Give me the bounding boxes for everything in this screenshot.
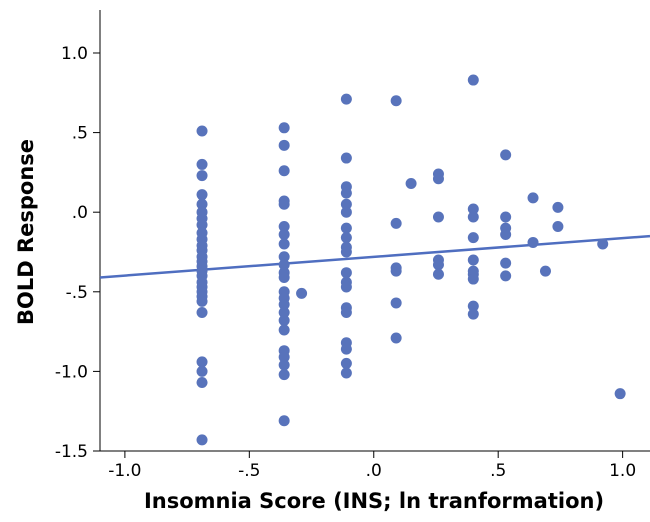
data-point <box>196 377 208 389</box>
data-point <box>278 198 290 210</box>
x-tick-label: -.5 <box>238 461 260 481</box>
y-tick-label: 1.0 <box>61 44 88 64</box>
data-point <box>196 170 208 182</box>
data-point <box>467 273 479 285</box>
data-point <box>340 343 352 355</box>
data-point <box>390 95 402 107</box>
data-point <box>500 211 512 223</box>
y-axis-title: BOLD Response <box>14 139 38 325</box>
data-point <box>614 388 626 400</box>
data-point <box>278 306 290 318</box>
data-point <box>432 211 444 223</box>
x-tick-label: .5 <box>490 461 506 481</box>
data-point <box>278 415 290 427</box>
data-point <box>196 219 208 231</box>
data-point <box>278 271 290 283</box>
data-point <box>552 221 564 233</box>
data-point <box>390 265 402 277</box>
data-point <box>500 270 512 282</box>
data-point <box>340 281 352 293</box>
data-point <box>278 369 290 381</box>
y-tick-label: -1.5 <box>55 442 88 462</box>
data-point <box>432 173 444 185</box>
y-axis-ticks: -1.5 -1.0 -.5 .0 .5 1.0 <box>55 44 100 462</box>
data-point <box>340 198 352 210</box>
fit-line <box>99 234 650 279</box>
data-point <box>527 192 539 204</box>
data-point <box>278 324 290 336</box>
data-point <box>340 357 352 369</box>
data-point <box>527 236 539 248</box>
data-point <box>278 359 290 371</box>
data-point <box>340 367 352 379</box>
data-point <box>296 287 308 299</box>
data-point <box>467 203 479 215</box>
y-tick-label: .5 <box>72 124 88 144</box>
data-point <box>196 125 208 137</box>
data-point <box>278 351 290 363</box>
data-point <box>432 259 444 271</box>
data-point <box>278 238 290 250</box>
data-point <box>467 211 479 223</box>
data-point <box>278 299 290 311</box>
data-point <box>500 257 512 269</box>
y-tick-label: -.5 <box>66 283 88 303</box>
y-tick-label: -1.0 <box>55 362 88 382</box>
x-axis-title: Insomnia Score (INS; ln tranformation) <box>144 489 604 513</box>
data-point <box>340 152 352 164</box>
data-point <box>390 217 402 229</box>
data-point <box>467 254 479 266</box>
data-point <box>278 221 290 233</box>
data-point <box>467 232 479 244</box>
data-point <box>196 189 208 201</box>
data-point <box>500 228 512 240</box>
x-tick-label: .0 <box>366 461 382 481</box>
data-point <box>278 228 290 240</box>
x-tick-label: -1.0 <box>108 461 141 481</box>
data-points <box>196 74 626 446</box>
data-point <box>390 297 402 309</box>
data-point <box>278 139 290 151</box>
data-point <box>467 74 479 86</box>
data-point <box>196 434 208 446</box>
data-point <box>196 198 208 210</box>
data-point <box>340 246 352 258</box>
data-point <box>500 149 512 161</box>
data-point <box>278 314 290 326</box>
data-point <box>278 122 290 134</box>
data-point <box>597 238 609 250</box>
data-point <box>405 178 417 190</box>
data-point <box>467 300 479 312</box>
data-point <box>340 93 352 105</box>
data-point <box>552 201 564 213</box>
x-tick-label: 1.0 <box>609 461 636 481</box>
data-point <box>432 268 444 280</box>
data-point <box>340 306 352 318</box>
y-tick-label: .0 <box>72 203 88 223</box>
data-point <box>340 232 352 244</box>
data-point <box>539 265 551 277</box>
data-point <box>278 251 290 263</box>
data-point <box>278 165 290 177</box>
data-point <box>467 308 479 320</box>
data-point <box>340 222 352 234</box>
data-point <box>196 158 208 170</box>
data-point <box>390 332 402 344</box>
x-axis-ticks: -1.0 -.5 .0 .5 1.0 <box>108 451 636 481</box>
data-point <box>340 267 352 279</box>
data-point <box>196 295 208 307</box>
data-point <box>196 306 208 318</box>
data-point <box>196 365 208 377</box>
data-point <box>340 206 352 218</box>
data-point <box>340 187 352 199</box>
data-point <box>196 356 208 368</box>
data-point <box>278 259 290 271</box>
